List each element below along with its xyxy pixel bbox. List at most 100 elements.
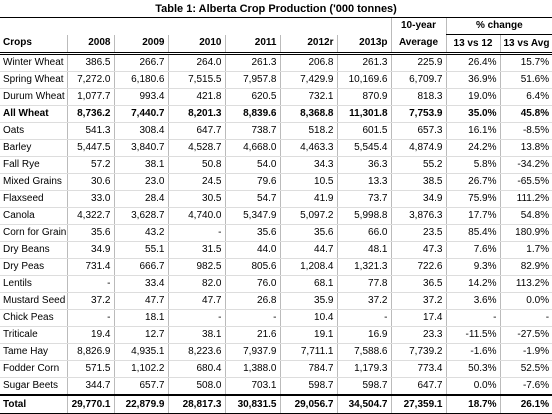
cell: 4,874.9 bbox=[390, 139, 446, 157]
cell: 7,272.0 bbox=[66, 71, 114, 89]
cell: 36.9% bbox=[445, 71, 500, 89]
cell: - bbox=[445, 309, 500, 327]
cell: 17.4 bbox=[390, 309, 446, 327]
cell: 4,528.7 bbox=[167, 139, 225, 157]
cell: 8,201.3 bbox=[167, 105, 225, 123]
cell: 5,347.9 bbox=[224, 207, 280, 225]
cell: 784.7 bbox=[279, 360, 337, 378]
cell: 47.7 bbox=[113, 292, 168, 310]
cell: 26.8 bbox=[224, 292, 280, 310]
crop-name: Triticale bbox=[0, 326, 67, 344]
cell: 37.2 bbox=[66, 292, 114, 310]
cell: 35.6 bbox=[224, 224, 280, 242]
cell: 26.4% bbox=[445, 53, 500, 72]
cell: 54.0 bbox=[224, 156, 280, 174]
cell: 7,711.1 bbox=[279, 343, 337, 361]
cell: 43.2 bbox=[113, 224, 168, 242]
cell: 34.3 bbox=[279, 156, 337, 174]
cell: 26.7% bbox=[445, 173, 500, 191]
cell: 421.8 bbox=[167, 88, 225, 106]
cell: 51.6% bbox=[499, 71, 552, 89]
cell: 35.6 bbox=[66, 224, 114, 242]
cell: 38.1 bbox=[113, 156, 168, 174]
crop-name: Chick Peas bbox=[0, 309, 67, 327]
column-header: 2013p bbox=[336, 34, 391, 55]
cell: 36.3 bbox=[336, 156, 391, 174]
column-header: Average bbox=[390, 34, 446, 55]
cell: 657.3 bbox=[390, 122, 446, 140]
cell: 52.5% bbox=[499, 360, 552, 378]
cell: 17.7% bbox=[445, 207, 500, 225]
cell: 647.7 bbox=[390, 377, 446, 396]
header-group: 10-year bbox=[390, 17, 446, 35]
cell: 386.5 bbox=[66, 53, 114, 72]
cell: 47.7 bbox=[167, 292, 225, 310]
cell: 15.7% bbox=[499, 53, 552, 72]
cell: 261.3 bbox=[224, 53, 280, 72]
cell: 23.0 bbox=[113, 173, 168, 191]
cell: 508.0 bbox=[167, 377, 225, 396]
crop-name: Fodder Corn bbox=[0, 360, 67, 378]
cell: 266.7 bbox=[113, 53, 168, 72]
cell: 518.2 bbox=[279, 122, 337, 140]
cell: 14.2% bbox=[445, 275, 500, 293]
cell: 111.2% bbox=[499, 190, 552, 208]
cell: 7,588.6 bbox=[336, 343, 391, 361]
cell: 3,628.7 bbox=[113, 207, 168, 225]
table-row: All Wheat 8,736.2 7,440.7 8,201.3 8,839.6 8,3… bbox=[0, 105, 552, 123]
cell: 113.2% bbox=[499, 275, 552, 293]
cell: 225.9 bbox=[390, 53, 446, 72]
cell: 54.8% bbox=[499, 207, 552, 225]
cell: 13.8% bbox=[499, 139, 552, 157]
cell: 1,077.7 bbox=[66, 88, 114, 106]
cell: 16.9 bbox=[336, 326, 391, 344]
cell: 180.9% bbox=[499, 224, 552, 242]
cell: 7,440.7 bbox=[113, 105, 168, 123]
cell: 732.1 bbox=[279, 88, 337, 106]
crop-name: Fall Rye bbox=[0, 156, 67, 174]
table-row: Chick Peas -18.1- -10.4-17.4- - bbox=[0, 309, 552, 327]
cell: 35.0% bbox=[445, 105, 500, 123]
cell: 982.5 bbox=[167, 258, 225, 276]
cell: 3,840.7 bbox=[113, 139, 168, 157]
cell: 50.3% bbox=[445, 360, 500, 378]
cell: 7,937.9 bbox=[224, 343, 280, 361]
cell: 55.2 bbox=[390, 156, 446, 174]
cell: 8,368.8 bbox=[279, 105, 337, 123]
cell: 30.6 bbox=[66, 173, 114, 191]
cell: 38.5 bbox=[390, 173, 446, 191]
table-row: Lentils -33.4 82.0 76.0 68.1 77.8 36.5 14.2% 113… bbox=[0, 275, 552, 293]
cell: 8,839.6 bbox=[224, 105, 280, 123]
cell: 993.4 bbox=[113, 88, 168, 106]
table-row: Canola 4,322.7 3,628.7 4,740.0 5,347.9 5,097.… bbox=[0, 207, 552, 225]
table-row: Total 29,770.1 22,879.9 28,817.3 30,831.5 29,… bbox=[0, 394, 552, 414]
cell: 37.2 bbox=[336, 292, 391, 310]
cell: 30.5 bbox=[167, 190, 225, 208]
cell: -34.2% bbox=[499, 156, 552, 174]
crop-name: Lentils bbox=[0, 275, 67, 293]
cell: 4,322.7 bbox=[66, 207, 114, 225]
cell: 620.5 bbox=[224, 88, 280, 106]
cell: 85.4% bbox=[445, 224, 500, 242]
cell: 3.6% bbox=[445, 292, 500, 310]
cell: 6,709.7 bbox=[390, 71, 446, 89]
crop-name: Corn for Grain bbox=[0, 224, 67, 242]
cell: 7,957.8 bbox=[224, 71, 280, 89]
column-header: 2008 bbox=[66, 34, 114, 55]
column-header: 2009 bbox=[113, 34, 168, 55]
cell: 5,545.4 bbox=[336, 139, 391, 157]
cell: 6,180.6 bbox=[113, 71, 168, 89]
cell: 308.4 bbox=[113, 122, 168, 140]
cell: 722.6 bbox=[390, 258, 446, 276]
column-header: 2010 bbox=[167, 34, 225, 55]
cell: 344.7 bbox=[66, 377, 114, 396]
cell: 21.6 bbox=[224, 326, 280, 344]
column-header: 13 vs Avg bbox=[499, 34, 552, 55]
cell: 731.4 bbox=[66, 258, 114, 276]
cell: 19.1 bbox=[279, 326, 337, 344]
cell: 805.6 bbox=[224, 258, 280, 276]
cell: 37.2 bbox=[390, 292, 446, 310]
cell: 5,097.2 bbox=[279, 207, 337, 225]
